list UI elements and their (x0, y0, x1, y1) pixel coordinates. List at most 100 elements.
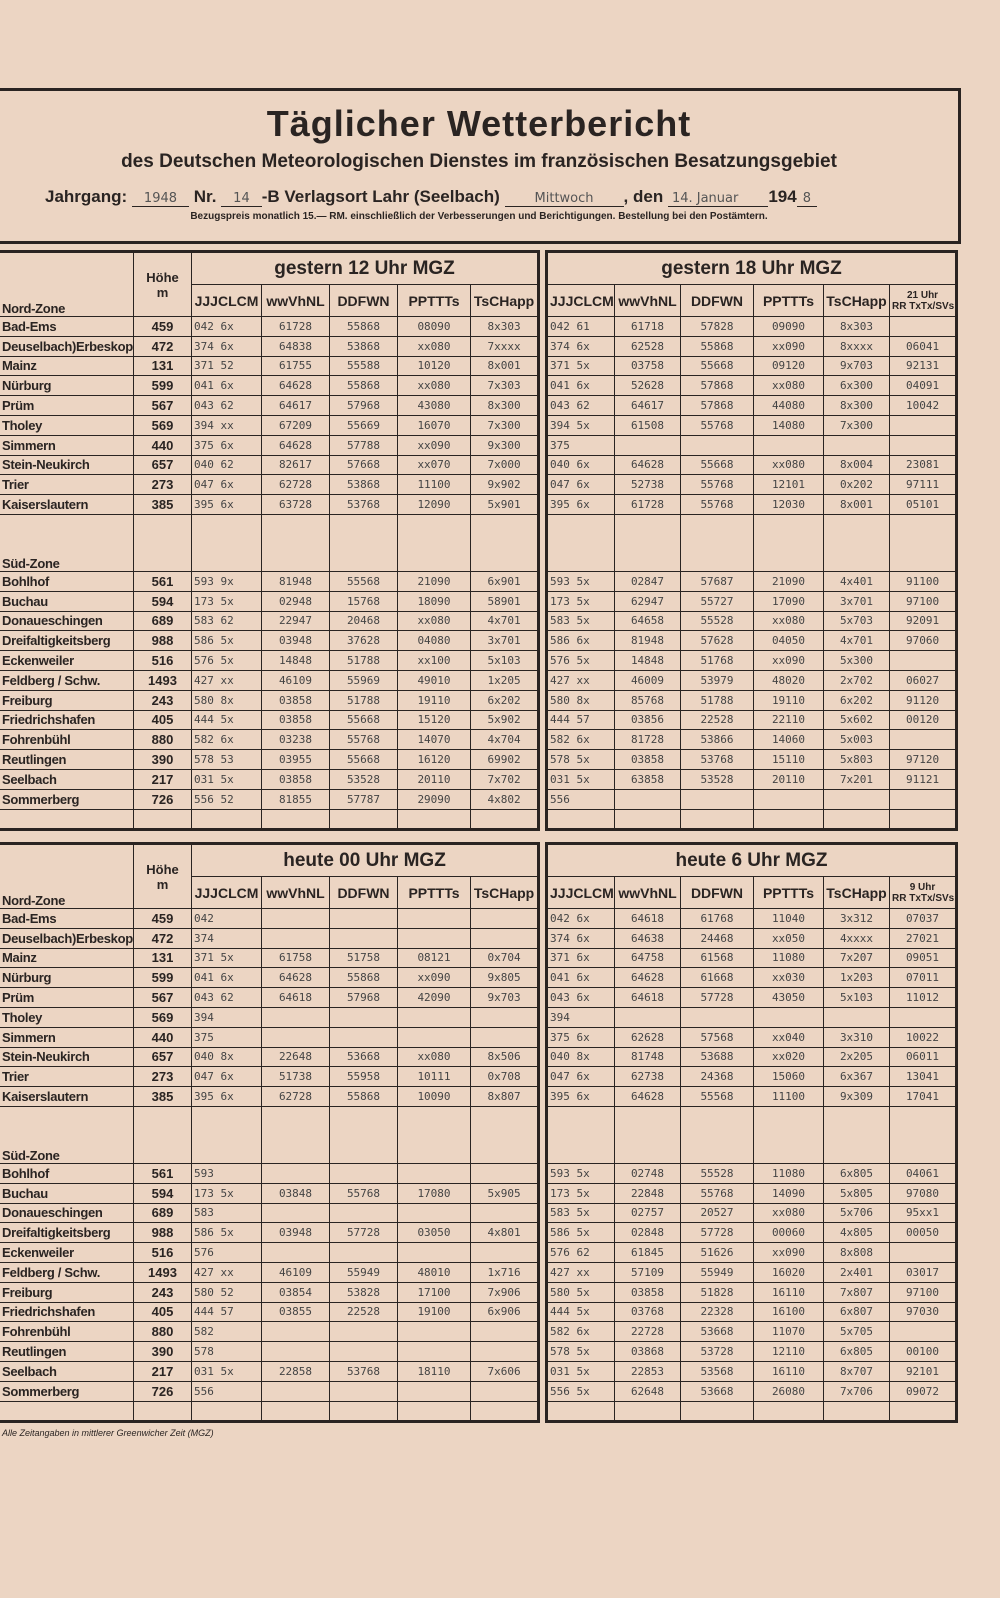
value-cell: 5x902 (469, 709, 540, 731)
value-cell: 593 5x (546, 1162, 615, 1184)
value-cell: 53768 (680, 749, 754, 770)
value-cell: 06011 (888, 1046, 958, 1068)
field: Mittwoch (504, 191, 624, 207)
value-cell: 63858 (614, 768, 681, 790)
station-row: 582 6x 22728 53668 11070 5x705 (546, 1321, 958, 1343)
empty (469, 1341, 540, 1362)
value-cell: 2x702 (823, 669, 890, 691)
value-cell: 62947 (614, 590, 681, 612)
empty (329, 1162, 398, 1184)
empty (823, 1105, 890, 1164)
value-cell: 556 52 (191, 788, 262, 810)
empty (0, 808, 134, 830)
value-cell: 62728 (261, 1086, 330, 1107)
value-cell: 55768 (329, 1182, 398, 1204)
value-cell: 06027 (888, 669, 958, 691)
value-cell: 22728 (614, 1321, 681, 1343)
empty (546, 1400, 615, 1422)
empty (680, 1400, 754, 1422)
station-row: Friedrichshafen 405 444 5x 03858 55668 15120 5… (0, 709, 540, 731)
empty (753, 434, 824, 456)
column-header: wwVhNL (614, 876, 681, 909)
value-cell: 375 (546, 434, 615, 456)
value-cell: 040 62 (191, 454, 262, 476)
extra-label: RR TxTx/SVs E (892, 300, 957, 312)
station-name: Eckenweiler (0, 1242, 134, 1263)
value-cell: 16110 (753, 1360, 824, 1382)
value-cell: 22328 (680, 1301, 754, 1323)
value-cell: 375 (191, 1026, 262, 1048)
value-cell: 62738 (614, 1066, 681, 1088)
station-row: 040 6x 64628 55668 xx080 8x004 23081 (546, 454, 958, 476)
value-cell: 67209 (261, 414, 330, 436)
station-row: 593 5x 02748 55528 11080 6x805 04061 (546, 1162, 958, 1184)
value-cell: 91100 (888, 570, 958, 592)
value-cell: 07037 (888, 908, 958, 929)
station-row: 031 5x 63858 53528 20110 7x201 91121 (546, 768, 958, 790)
station-row: 582 6x 81728 53866 14060 5x003 (546, 729, 958, 751)
empty (469, 513, 540, 572)
station-row: Eckenweiler 516 576 5x 14848 51788 xx100 5x103 (0, 650, 540, 671)
value-cell: 374 (191, 927, 262, 949)
value-cell: 041 6x (546, 375, 615, 397)
value-cell: 7xxxx (469, 335, 540, 357)
station-name: Freiburg (0, 1281, 134, 1303)
station-height: 880 (133, 1321, 192, 1343)
value-cell: xx090 (397, 434, 471, 456)
value-cell: 81948 (614, 630, 681, 652)
value-cell: 61845 (614, 1242, 681, 1263)
column-header: DDFWN (329, 876, 398, 909)
station-row: 173 5x 22848 55768 14090 5x805 97080 (546, 1182, 958, 1204)
footnote: Alle Zeitangaben in mittlerer Greenwiche… (2, 1428, 214, 1438)
value-cell: 4xxxx (823, 927, 890, 949)
station-height: 472 (133, 335, 192, 357)
value-cell: 556 (546, 788, 615, 810)
station-row: Prüm 567 043 62 64618 57968 42090 9x703 (0, 987, 540, 1008)
station-name: Deuselbach)Erbeskopf (0, 335, 134, 357)
extra-header: 21 Uhr RR TxTx/SVs E (888, 284, 958, 317)
value-cell: 8x300 (823, 395, 890, 416)
value-cell: 8x300 (469, 395, 540, 416)
height-label: Höhe (146, 861, 179, 877)
empty (191, 1400, 262, 1422)
value-cell: 55528 (680, 1162, 754, 1184)
value-cell: 444 57 (191, 1301, 262, 1323)
value-cell: 8x001 (823, 494, 890, 515)
empty (329, 927, 398, 949)
value-cell: 15110 (753, 749, 824, 770)
empty (261, 513, 330, 572)
column-header: JJJCLCM (191, 876, 262, 909)
value-cell: 580 8x (191, 689, 262, 711)
value-cell: 53568 (680, 1360, 754, 1382)
empty (823, 808, 890, 830)
station-height: 569 (133, 1006, 192, 1028)
value-cell: 03858 (261, 768, 330, 790)
station-height: 385 (133, 494, 192, 515)
value-cell: 46109 (261, 1261, 330, 1283)
station-row: Reutlingen 390 578 53 03955 55668 16120 69902 (0, 749, 540, 770)
value-cell: 17090 (753, 590, 824, 612)
station-row: Buchau 594 173 5x 02948 15768 18090 58901 (0, 590, 540, 612)
station-row: Trier 273 047 6x 51738 55958 10111 0x708 (0, 1066, 540, 1088)
value-cell: 02948 (261, 590, 330, 612)
value-cell: 4x401 (823, 570, 890, 592)
value-cell: 61718 (614, 316, 681, 337)
column-header: TsCHapp (823, 876, 890, 909)
station-row: Bad-Ems 459 042 6x 61728 55868 08090 8x303 (0, 316, 540, 337)
value-cell: 4x701 (823, 630, 890, 652)
title: Täglicher Wetterbericht (266, 103, 692, 144)
panel-title: gestern 12 Uhr MGZ (190, 251, 540, 285)
empty (469, 808, 540, 830)
value-cell: 20527 (680, 1202, 754, 1224)
value-cell: 81748 (614, 1046, 681, 1068)
value-cell: 55727 (680, 590, 754, 612)
station-row: 047 6x 62738 24368 15060 6x367 13041 (546, 1066, 958, 1088)
value-cell: 03855 (261, 1301, 330, 1323)
column-header: PPTTTs (753, 284, 824, 317)
zone-label: Nord-Zone (0, 251, 134, 317)
value-cell: 64638 (614, 927, 681, 949)
trailing-row (546, 1400, 958, 1422)
value-cell: 11100 (753, 1086, 824, 1107)
column-header-row: JJJCLCM wwVhNL DDFWN PPTTTs TsCHapp (0, 876, 540, 909)
value-cell: 040 8x (546, 1046, 615, 1068)
